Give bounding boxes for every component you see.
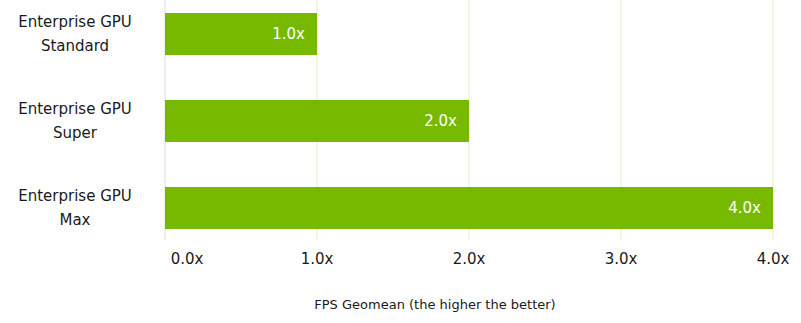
category-label: Enterprise GPU Super (18, 100, 132, 142)
tick-label: 3.0x (605, 250, 638, 268)
data-label: 2.0x (424, 112, 457, 130)
data-label: 1.0x (272, 25, 305, 43)
tick-label: 1.0x (301, 250, 334, 268)
tick-label: 4.0x (757, 250, 790, 268)
tick-label: 2.0x (453, 250, 486, 268)
tick-label: 0.0x (171, 250, 204, 268)
bar (165, 13, 317, 55)
data-label: 4.0x (728, 199, 761, 217)
category-label-line: Max (59, 211, 90, 229)
category-label-line: Standard (41, 37, 109, 55)
category-label: Enterprise GPU Standard (18, 13, 132, 55)
category-label-line: Super (53, 124, 98, 142)
axis-range (165, 240, 773, 241)
bar (165, 187, 773, 229)
category-label-line: Enterprise GPU (18, 100, 132, 118)
axis-title: FPS Geomean (the higher the better) (314, 297, 555, 312)
category-label: Enterprise GPU Max (18, 187, 132, 229)
bar (165, 100, 469, 142)
bars (165, 13, 773, 229)
category-label-line: Enterprise GPU (18, 187, 132, 205)
chart: 1.0x2.0x4.0xEnterprise GPUStandardEnterp… (0, 0, 801, 323)
category-label-line: Enterprise GPU (18, 13, 132, 31)
